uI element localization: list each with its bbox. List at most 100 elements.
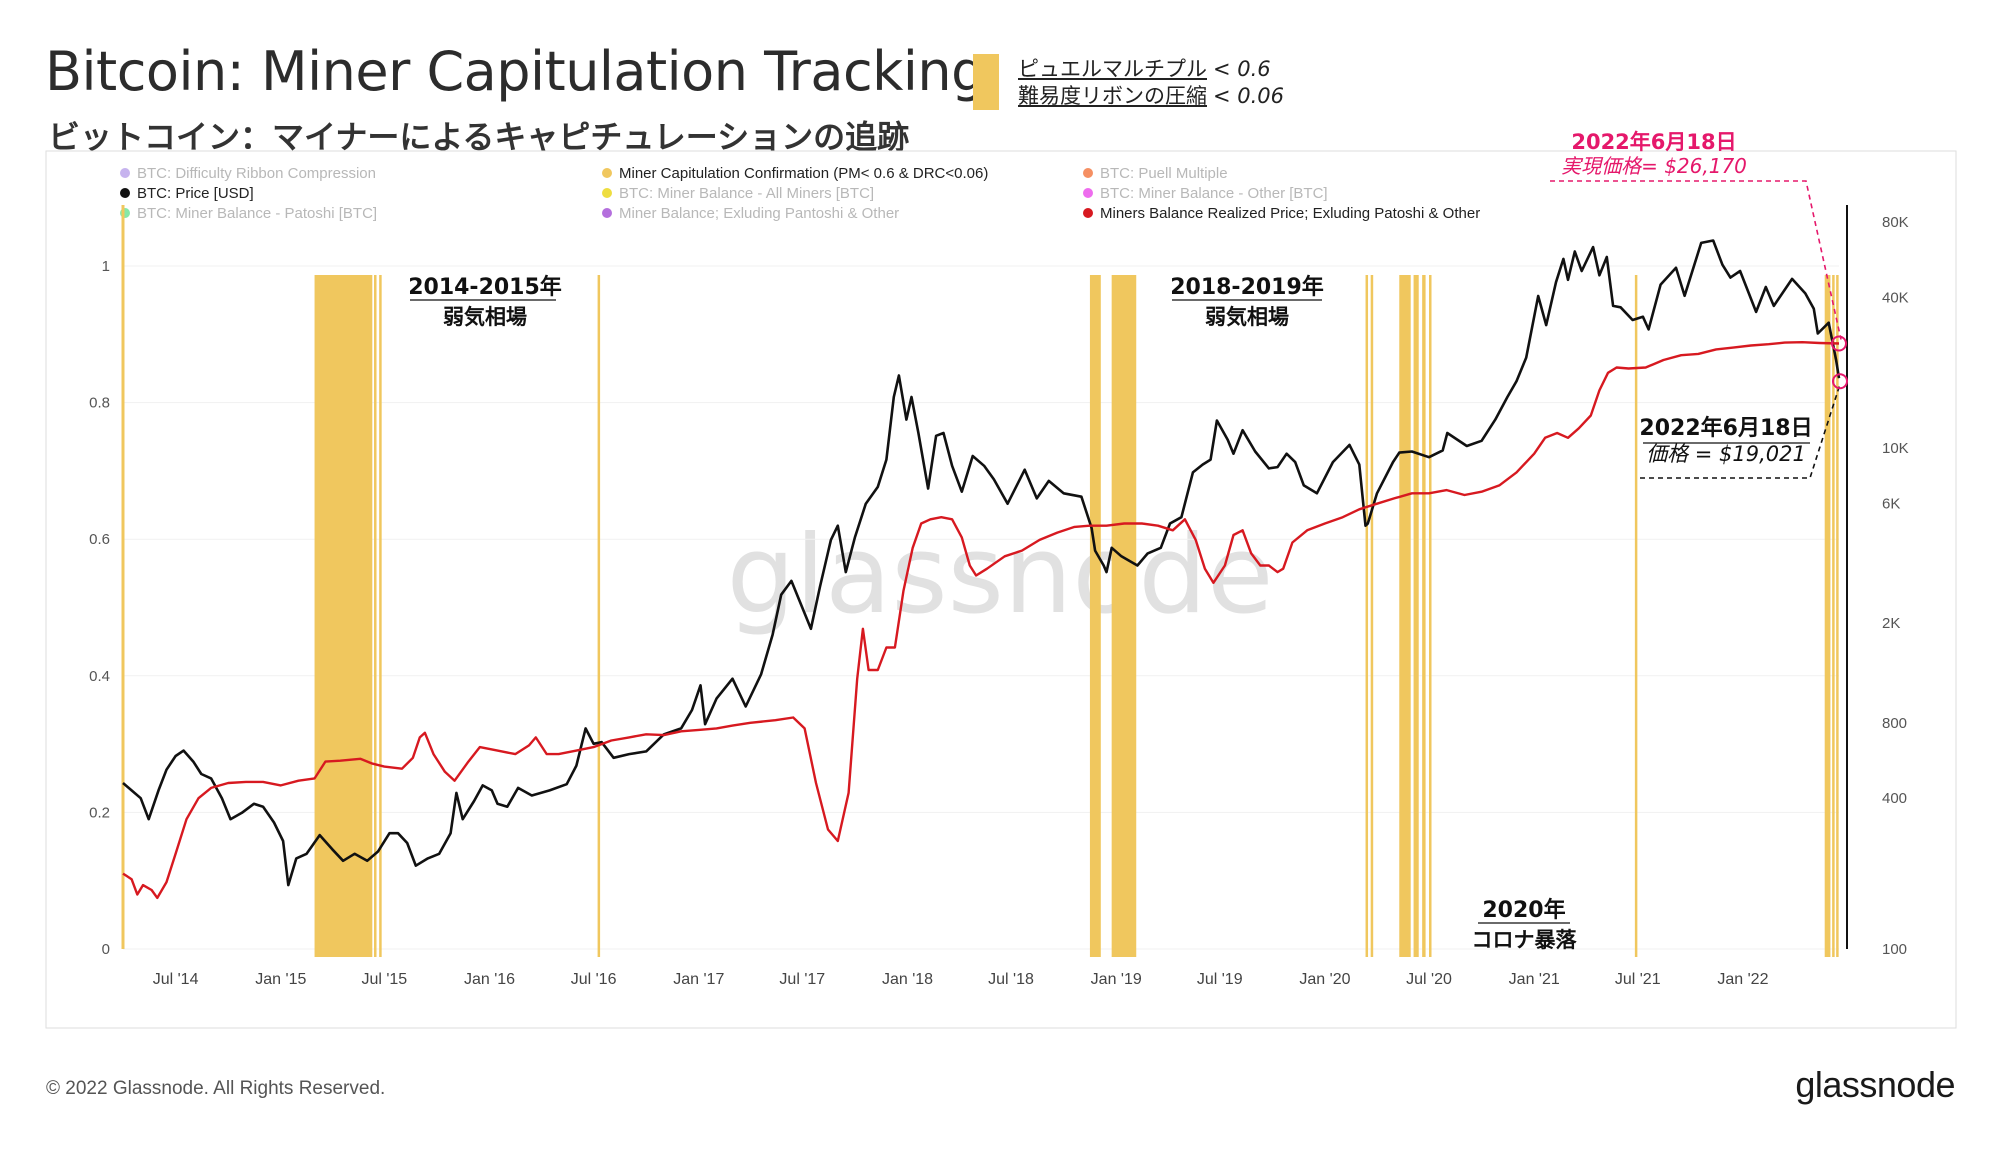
legend-label: BTC: Price [USD]	[137, 185, 254, 202]
capitulation-band	[1634, 275, 1638, 957]
right-axis-tick-label: 400	[1882, 790, 1907, 807]
legend-dot	[602, 188, 612, 198]
key-ribbon-value: < 0.06	[1213, 84, 1285, 108]
legend-item[interactable]: Miners Balance Realized Price; Exluding …	[1083, 205, 1480, 222]
capitulation-key-swatch	[973, 54, 999, 110]
legend-label: Miner Capitulation Confirmation (PM< 0.6…	[619, 165, 988, 182]
capitulation-band	[1824, 275, 1831, 957]
capitulation-band	[1413, 275, 1419, 957]
x-axis-tick-label: Jul '18	[988, 971, 1034, 988]
page-subtitle: ビットコイン：マイナーによるキャピチュレーションの追跡	[48, 118, 910, 156]
annotation-covid-crash-line1: 2020年	[1482, 897, 1565, 923]
realized-price-leader	[1550, 180, 1842, 340]
capitulation-band	[1399, 275, 1411, 957]
right-axis-tick-label: 2K	[1882, 615, 1900, 632]
legend-item[interactable]: BTC: Difficulty Ribbon Compression	[120, 165, 376, 182]
copyright-text: © 2022 Glassnode. All Rights Reserved.	[46, 1078, 386, 1099]
legend-item[interactable]: BTC: Puell Multiple	[1083, 165, 1228, 182]
x-axis-tick-label: Jan '16	[464, 971, 515, 988]
capitulation-band	[1111, 275, 1137, 957]
left-axis-tick-label: 0.6	[89, 531, 110, 548]
legend-item[interactable]: BTC: Miner Balance - Patoshi [BTC]	[120, 205, 377, 222]
btc-price-date: 2022年6月18日	[1639, 415, 1812, 441]
left-axis-tick-label: 0.8	[89, 395, 110, 412]
legend-item[interactable]: BTC: Miner Balance - All Miners [BTC]	[602, 185, 874, 202]
legend-label: BTC: Miner Balance - All Miners [BTC]	[619, 185, 874, 202]
legend-item[interactable]: BTC: Miner Balance - Other [BTC]	[1083, 185, 1328, 202]
capitulation-band	[374, 275, 377, 957]
right-axis-tick-label: 80K	[1882, 214, 1909, 231]
key-difficulty-ribbon: 難易度リボンの圧縮 < 0.06	[1018, 80, 1284, 110]
left-axis-tick-label: 1	[102, 258, 110, 275]
annotation-bear-2018-line2: 弱気相場	[1205, 305, 1289, 329]
left-axis-tick-label: 0	[102, 941, 110, 958]
right-axis-tick-label: 800	[1882, 715, 1907, 732]
annotation-bear-2018-line1: 2018-2019年	[1170, 274, 1324, 300]
realized-price-line	[122, 341, 1840, 900]
key-puell-label: ピュエルマルチプル	[1018, 57, 1207, 81]
capitulation-band	[1422, 275, 1426, 957]
page-title: Bitcoin: Miner Capitulation Tracking	[45, 40, 985, 103]
realized-price-date: 2022年6月18日	[1571, 130, 1736, 154]
watermark: glassnode	[727, 513, 1274, 638]
x-axis-tick-label: Jul '20	[1406, 971, 1452, 988]
key-ribbon-label: 難易度リボンの圧縮	[1018, 84, 1207, 108]
key-puell-multiple: ピュエルマルチプル < 0.6	[1018, 53, 1271, 83]
x-axis-tick-label: Jul '19	[1197, 971, 1243, 988]
legend-dot	[1083, 208, 1093, 218]
left-axis-tick-label: 0.4	[89, 668, 110, 685]
x-axis-tick-label: Jan '19	[1091, 971, 1142, 988]
capitulation-band	[1832, 275, 1835, 957]
legend-label: Miners Balance Realized Price; Exluding …	[1100, 205, 1480, 222]
capitulation-band	[1836, 275, 1839, 957]
btc-price-value: 価格 = $19,021	[1646, 442, 1806, 466]
btc-price-marker	[1832, 373, 1848, 390]
legend-dot	[1083, 168, 1093, 178]
annotation-bear-2014-line2: 弱気相場	[443, 305, 527, 329]
realized-price-marker	[1831, 335, 1847, 352]
glassnode-logo: glassnode	[1795, 1064, 1955, 1105]
x-axis-tick-label: Jan '20	[1299, 971, 1350, 988]
annotation-covid-crash-line2: コロナ暴落	[1472, 928, 1578, 952]
legend-label: BTC: Puell Multiple	[1100, 165, 1228, 182]
legend-label: BTC: Miner Balance - Other [BTC]	[1100, 185, 1328, 202]
legend-dot	[602, 208, 612, 218]
x-axis-tick-label: Jul '17	[779, 971, 825, 988]
legend-dot	[602, 168, 612, 178]
legend-dot	[1083, 188, 1093, 198]
capitulation-band	[1089, 275, 1101, 957]
legend-label: BTC: Difficulty Ribbon Compression	[137, 165, 376, 182]
right-axis-tick-label: 40K	[1882, 289, 1909, 306]
legend-item[interactable]: Miner Capitulation Confirmation (PM< 0.6…	[602, 165, 988, 182]
x-axis-tick-label: Jan '17	[673, 971, 724, 988]
annotation-bear-2014-line1: 2014-2015年	[408, 274, 562, 300]
legend-item[interactable]: Miner Balance; Exluding Pantoshi & Other	[602, 205, 899, 222]
x-axis-tick-label: Jan '21	[1509, 971, 1560, 988]
x-axis-tick-label: Jul '21	[1615, 971, 1661, 988]
x-axis-tick-label: Jul '14	[153, 971, 199, 988]
x-axis-tick-label: Jul '15	[361, 971, 407, 988]
right-axis-tick-label: 6K	[1882, 496, 1900, 513]
legend-label: Miner Balance; Exluding Pantoshi & Other	[619, 205, 899, 222]
capitulation-band	[1365, 275, 1369, 957]
x-axis-tick-label: Jan '15	[255, 971, 306, 988]
x-axis-tick-label: Jan '18	[882, 971, 933, 988]
x-axis-tick-label: Jul '16	[571, 971, 617, 988]
capitulation-band	[314, 275, 373, 957]
legend-label: BTC: Miner Balance - Patoshi [BTC]	[137, 205, 377, 222]
capitulation-band	[1370, 275, 1374, 957]
realized-price-value: 実現価格= $26,170	[1561, 154, 1747, 178]
legend-item[interactable]: BTC: Price [USD]	[120, 185, 254, 202]
legend-dot	[120, 168, 130, 178]
key-puell-value: < 0.6	[1213, 57, 1271, 81]
capitulation-band	[597, 275, 601, 957]
btc-price-line	[122, 239, 1841, 887]
right-axis-tick-label: 100	[1882, 941, 1907, 958]
right-axis-tick-label: 10K	[1882, 440, 1909, 457]
